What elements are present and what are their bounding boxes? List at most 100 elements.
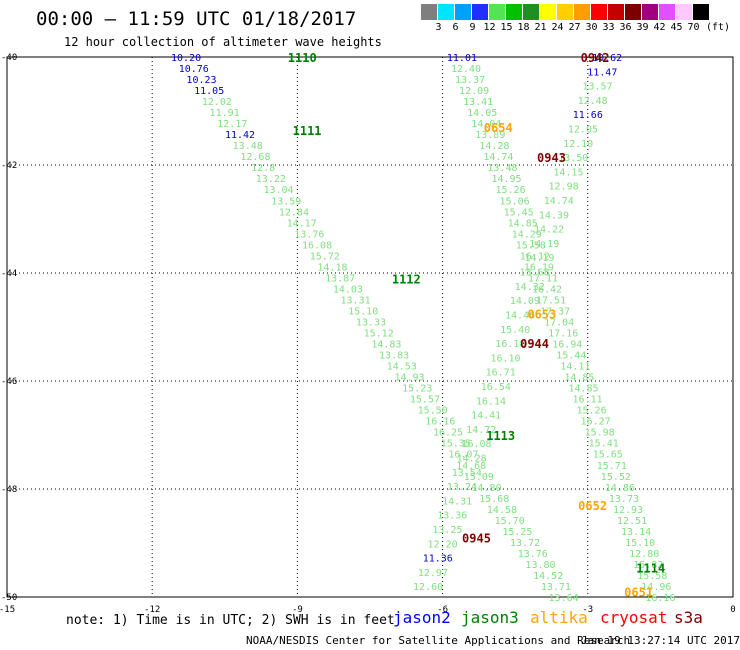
pass-label: 0653 bbox=[527, 308, 556, 322]
wave-height-value: 12.05 bbox=[568, 125, 598, 136]
wave-height-value: 14.32 bbox=[515, 282, 545, 293]
color-swatch bbox=[659, 4, 676, 20]
wave-height-value: 15.71 bbox=[597, 461, 627, 472]
wave-height-value: 16.16 bbox=[425, 417, 455, 428]
color-swatch bbox=[676, 4, 693, 20]
legend-altika: altika bbox=[530, 608, 588, 627]
wave-height-value: 13.41 bbox=[463, 97, 493, 108]
wave-height-value: 12.80 bbox=[629, 549, 659, 560]
wave-height-value: 13.24 bbox=[447, 482, 477, 493]
pass-label: 1112 bbox=[392, 272, 421, 286]
wave-height-value: 16.18 bbox=[495, 339, 525, 350]
wave-height-value: 13.73 bbox=[609, 494, 639, 505]
wave-height-value: 12.97 bbox=[418, 568, 448, 579]
wave-height-value: 14.85 bbox=[564, 373, 594, 384]
wave-height-value: 13.54 bbox=[452, 468, 482, 479]
wave-height-value: 14.86 bbox=[605, 483, 635, 494]
wave-height-value: 14.53 bbox=[387, 362, 417, 373]
pass-label: 0944 bbox=[520, 337, 549, 351]
color-swatch bbox=[557, 4, 574, 20]
wave-height-value: 13.37 bbox=[455, 75, 485, 86]
y-tick-label: -44 bbox=[1, 269, 17, 279]
x-tick-label: -9 bbox=[292, 605, 303, 615]
wave-height-value: 16.71 bbox=[486, 368, 516, 379]
color-swatch bbox=[421, 4, 438, 20]
color-scale-tick-label: 45 bbox=[670, 22, 683, 33]
wave-height-value: 15.72 bbox=[310, 251, 340, 262]
color-swatch bbox=[506, 4, 523, 20]
wave-height-value: 14.85 bbox=[568, 384, 598, 395]
wave-height-value: 14.58 bbox=[487, 505, 517, 516]
wave-height-value: 15.25 bbox=[502, 527, 532, 538]
wave-height-value: 13.72 bbox=[510, 538, 540, 549]
wave-height-value: 12.48 bbox=[578, 96, 608, 107]
wave-height-value: 14.93 bbox=[394, 373, 424, 384]
wave-height-value: 14.46 bbox=[505, 310, 535, 321]
wave-height-value: 17.16 bbox=[548, 329, 578, 340]
wave-height-value: 14.52 bbox=[533, 571, 563, 582]
color-scale-tick-label: 3 bbox=[435, 22, 442, 33]
wave-height-value: 10.23 bbox=[186, 75, 216, 86]
wave-height-value: 14.72 bbox=[466, 425, 496, 436]
pass-label: 1113 bbox=[486, 429, 515, 443]
pass-label: 1110 bbox=[288, 51, 317, 65]
wave-height-value: 10.62 bbox=[592, 53, 622, 64]
color-swatch bbox=[455, 4, 472, 20]
x-tick-label: -3 bbox=[582, 605, 593, 615]
wave-height-value: 13.33 bbox=[356, 317, 386, 328]
wave-height-value: 14.22 bbox=[534, 225, 564, 236]
wave-height-value: 16.94 bbox=[552, 340, 582, 351]
wave-height-value: 14.74 bbox=[483, 152, 513, 163]
wave-height-value: 15.23 bbox=[402, 384, 432, 395]
pass-label: 0942 bbox=[581, 51, 610, 65]
color-scale-tick-label: 9 bbox=[469, 22, 476, 33]
x-tick-label: -6 bbox=[437, 605, 448, 615]
pass-label: 0651 bbox=[624, 586, 653, 600]
wave-height-value: 14.05 bbox=[467, 108, 497, 119]
wave-height-value: 13.25 bbox=[432, 525, 462, 536]
color-scale-tick-label: 39 bbox=[636, 22, 649, 33]
pass-label: 1114 bbox=[636, 561, 665, 575]
plot-frame bbox=[6, 56, 734, 598]
color-scale-tick-label: 12 bbox=[483, 22, 496, 33]
color-swatch bbox=[489, 4, 506, 20]
wave-height-value: 15.58 bbox=[516, 240, 546, 251]
color-scale-unit: (ft) bbox=[705, 22, 731, 33]
wave-height-value: 13.83 bbox=[379, 351, 409, 362]
wave-height-value: 13.68 bbox=[520, 268, 550, 279]
wave-height-value: 15.10 bbox=[348, 306, 378, 317]
wave-height-value: 15.09 bbox=[464, 472, 494, 483]
wave-height-value: 16.11 bbox=[572, 395, 602, 406]
wave-height-value: 10.20 bbox=[171, 53, 201, 64]
wave-height-value: 13.48 bbox=[487, 163, 517, 174]
wave-height-value: 15.58 bbox=[637, 571, 667, 582]
y-tick-label: -46 bbox=[1, 377, 17, 387]
wave-height-value: 13.71 bbox=[541, 582, 571, 593]
wave-height-value: 14.39 bbox=[539, 210, 569, 221]
color-scale-tick-label: 15 bbox=[500, 22, 513, 33]
wave-height-value: 17.51 bbox=[536, 295, 566, 306]
color-swatch bbox=[540, 4, 557, 20]
wave-height-value: 10.76 bbox=[179, 64, 209, 75]
wave-height-value: 14.96 bbox=[641, 582, 671, 593]
wave-height-value: 13.59 bbox=[271, 196, 301, 207]
map-subtitle: 12 hour collection of altimeter wave hei… bbox=[64, 35, 382, 49]
color-scale-tick-label: 42 bbox=[653, 22, 666, 33]
wave-height-value: 16.42 bbox=[532, 284, 562, 295]
wave-height-value: 15.82 bbox=[633, 560, 663, 571]
pass-label: 0943 bbox=[537, 151, 566, 165]
wave-height-value: 14.09 bbox=[510, 296, 540, 307]
wave-height-value: 14.18 bbox=[317, 262, 347, 273]
y-tick-label: -42 bbox=[1, 161, 17, 171]
wave-height-value: 15.12 bbox=[364, 329, 394, 340]
wave-height-value: 15.44 bbox=[556, 351, 586, 362]
wave-height-value: 15.45 bbox=[504, 207, 534, 218]
wave-height-value: 13.50 bbox=[558, 153, 588, 164]
color-scale-tick-label: 70 bbox=[687, 22, 700, 33]
wave-height-value: 14.80 bbox=[472, 483, 502, 494]
color-scale-tick-label: 6 bbox=[452, 22, 459, 33]
map-title: 00:00 – 11:59 UTC 01/18/2017 bbox=[36, 8, 357, 30]
wave-height-value: 12.84 bbox=[279, 207, 309, 218]
